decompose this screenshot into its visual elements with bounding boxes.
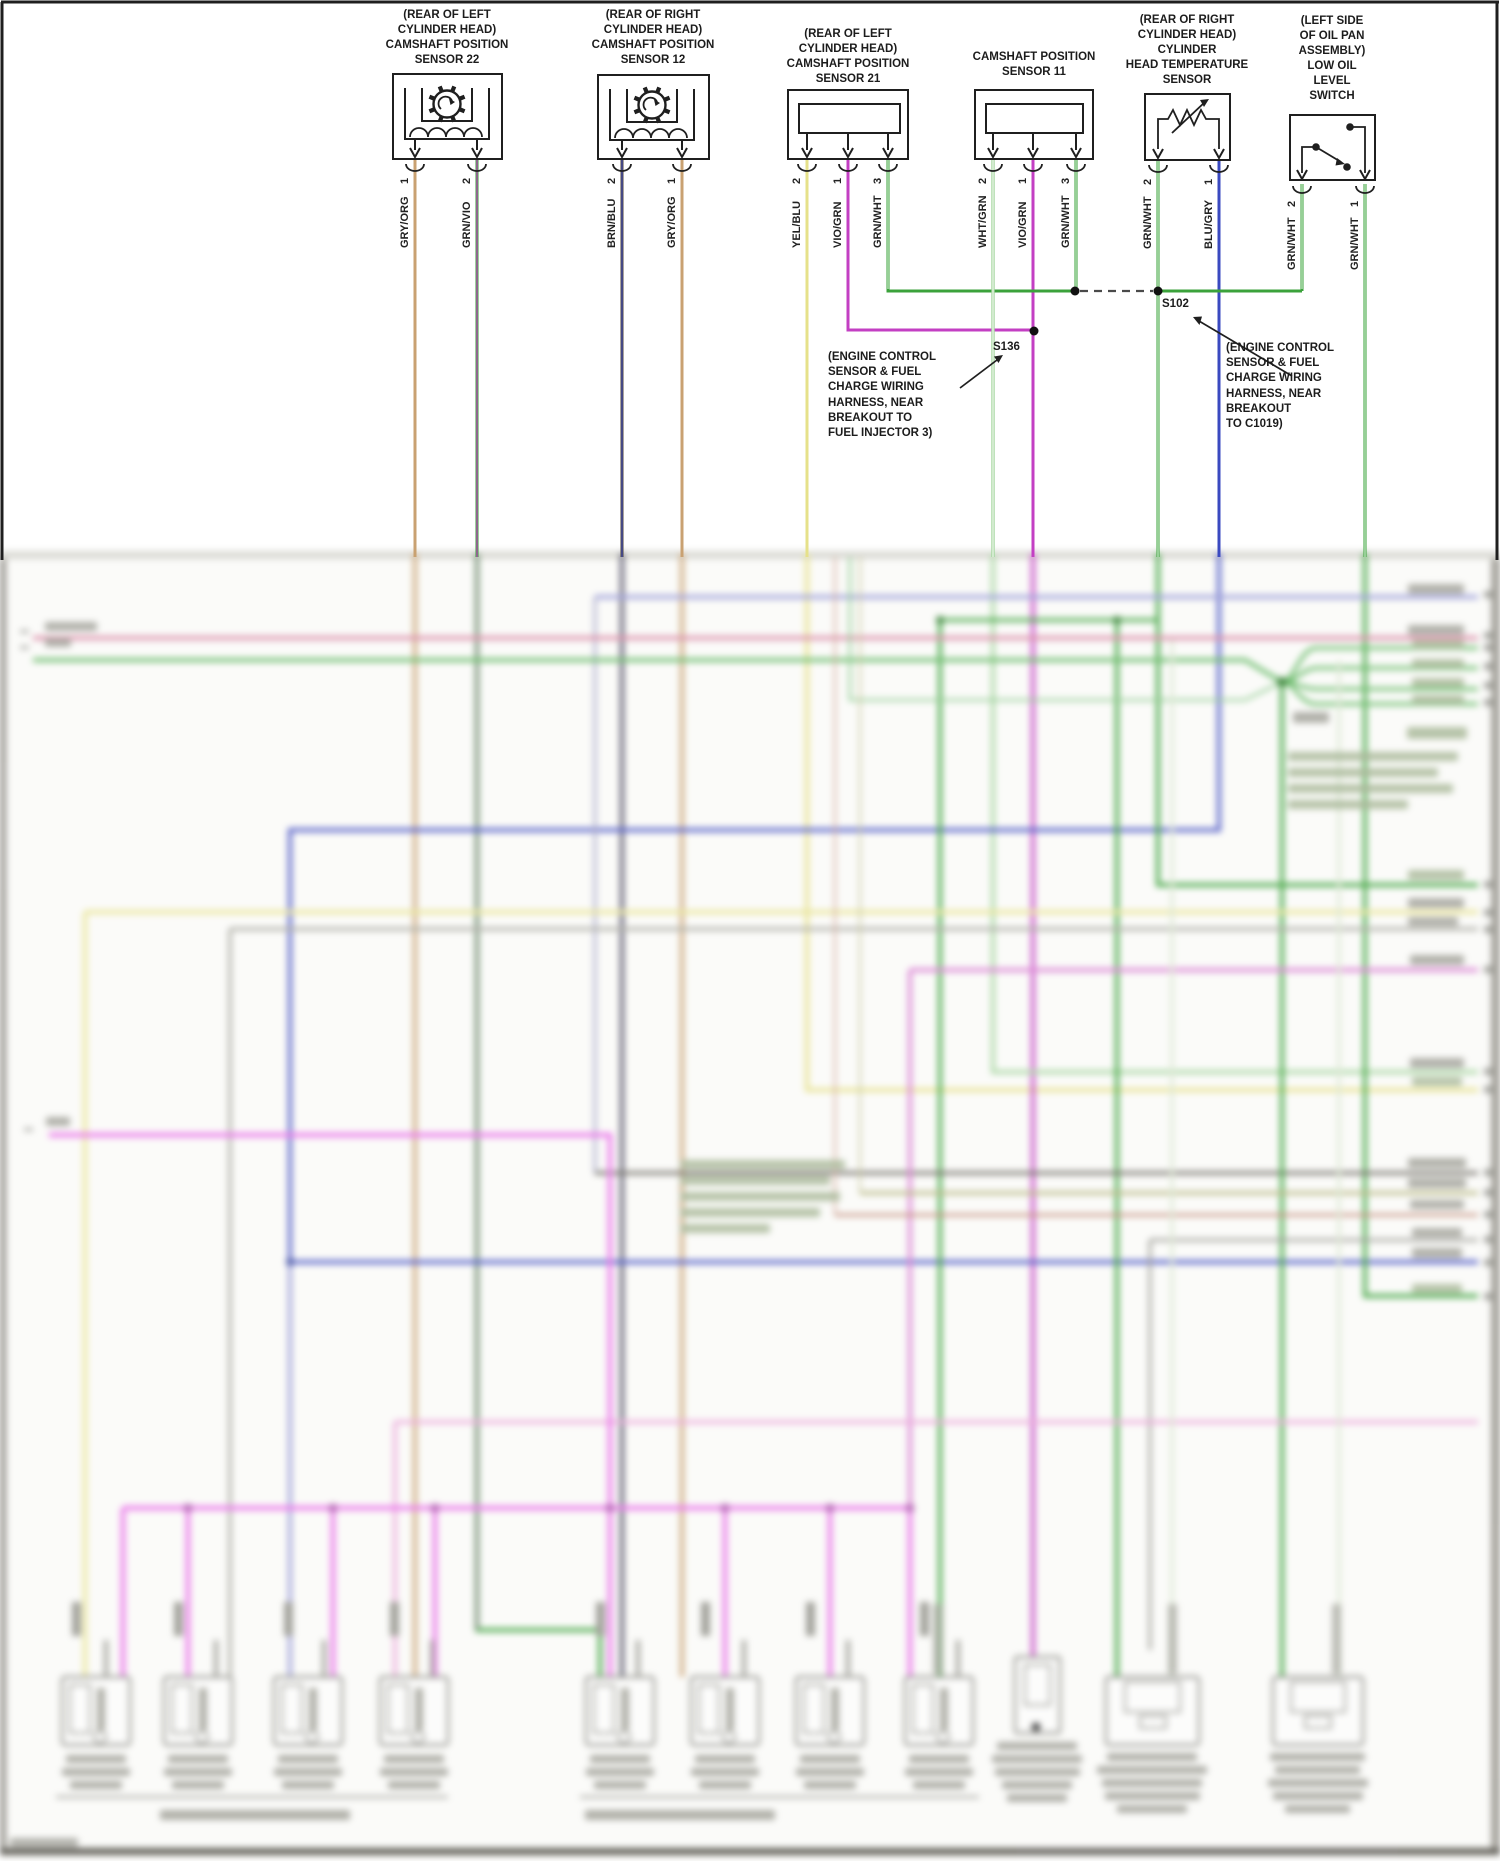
wire-label: GRN/WHT [1349,217,1361,270]
annotation-s102: (ENGINE CONTROL SENSOR & FUEL CHARGE WIR… [1226,342,1334,431]
annotation-s136: (ENGINE CONTROL SENSOR & FUEL CHARGE WIR… [828,351,936,440]
pin-number: 1 [1203,178,1215,185]
pin-number: 1 [1349,200,1361,207]
sensor22-title: (REAR OF LEFT CYLINDER HEAD) CAMSHAFT PO… [385,9,509,66]
pin-number: 2 [1142,178,1154,185]
pin-number: 3 [1060,177,1072,184]
wire-label: GRN/WHT [1286,217,1298,270]
low-oil-switch-title: (LEFT SIDE OF OIL PAN ASSEMBLY) LOW OIL … [1298,15,1366,102]
pin-number: 1 [832,177,844,184]
schematic-lines-blurred [0,551,1500,1855]
blurred-lower-diagram [0,551,1500,1861]
wire-label: GRN/WHT [1060,195,1072,248]
splice-s136-label: S136 [993,341,1020,353]
wire-label: GRY/ORG [666,196,678,248]
pin-number: 2 [606,177,618,184]
pin-number: 2 [977,177,989,184]
wire-label: WHT/GRN [977,195,989,248]
sensor12-title: (REAR OF RIGHT CYLINDER HEAD) CAMSHAFT P… [591,9,715,66]
pin-number: 2 [791,177,803,184]
sensor11-title: CAMSHAFT POSITION SENSOR 11 [972,51,1096,78]
pin-number: 2 [1286,200,1298,207]
schematic-lines-sharp [0,0,1499,560]
pin-number: 3 [872,177,884,184]
pin-number: 1 [666,177,678,184]
wire-label: BRN/BLU [606,198,618,249]
wire-label: GRN/WHT [1142,196,1154,249]
wire-label: GRN/VIO [461,201,473,248]
pin-number: 2 [461,177,473,184]
wire-label: GRY/ORG [399,196,411,248]
sensor21-title: (REAR OF LEFT CYLINDER HEAD) CAMSHAFT PO… [786,28,910,85]
wire-label: GRN/WHT [872,195,884,248]
wire-label: YEL/BLU [791,200,803,248]
pin-number: 1 [1017,177,1029,184]
wire-label: BLU/GRY [1203,199,1215,249]
cht-sensor-title: (REAR OF RIGHT CYLINDER HEAD) CYLINDER H… [1125,14,1249,86]
wire-label: VIO/GRN [832,201,844,248]
splice-s102-label: S102 [1162,298,1189,310]
pin-number: 1 [399,177,411,184]
wire-label: VIO/GRN [1017,201,1029,248]
